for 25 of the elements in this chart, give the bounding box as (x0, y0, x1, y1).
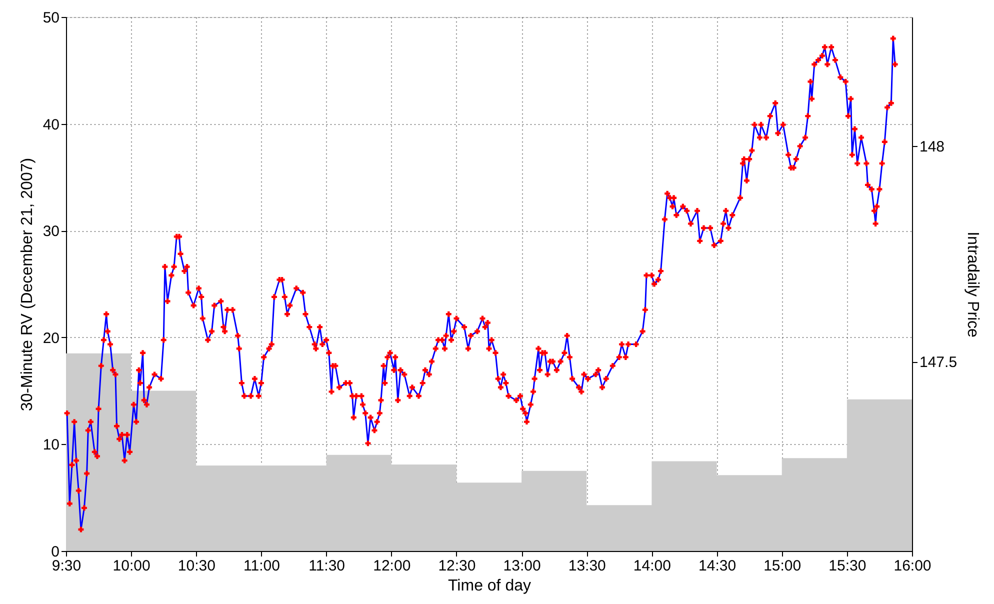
x-tick-label: 13:30 (568, 558, 606, 574)
y2-tick-label: 147.5 (920, 354, 958, 372)
y-tick-label: 50 (42, 10, 60, 26)
y-tick-label: 10 (42, 436, 60, 454)
y-tick-label: 30 (42, 223, 60, 240)
x-tick-label: 14:00 (633, 558, 671, 574)
y-tick-label: 40 (42, 116, 60, 134)
x-tick-label: 12:00 (373, 558, 411, 574)
x-tick-label: 14:30 (698, 558, 736, 574)
y2-axis-title: Intradaily Price (964, 232, 982, 338)
y2-tick-label: 148 (920, 138, 945, 156)
x-tick-label: 15:30 (828, 558, 866, 574)
y-tick-label: 0 (51, 544, 60, 560)
x-tick-label: 16:00 (894, 558, 932, 574)
x-tick-label: 13:00 (503, 558, 541, 574)
x-tick-label: 11:30 (308, 558, 346, 574)
x-tick-label: 10:30 (178, 558, 216, 574)
x-tick-label: 15:00 (764, 558, 802, 574)
x-tick-label: 9:30 (52, 558, 82, 574)
x-tick-label: 12:30 (438, 558, 476, 574)
x-tick-label: 11:00 (244, 558, 280, 574)
y-tick-label: 20 (42, 330, 60, 347)
x-tick-label: 10:00 (112, 558, 150, 574)
x-axis-title: Time of day (448, 578, 531, 594)
y-axis-title: 30-Minute RV (December 21, 2007) (18, 158, 36, 412)
